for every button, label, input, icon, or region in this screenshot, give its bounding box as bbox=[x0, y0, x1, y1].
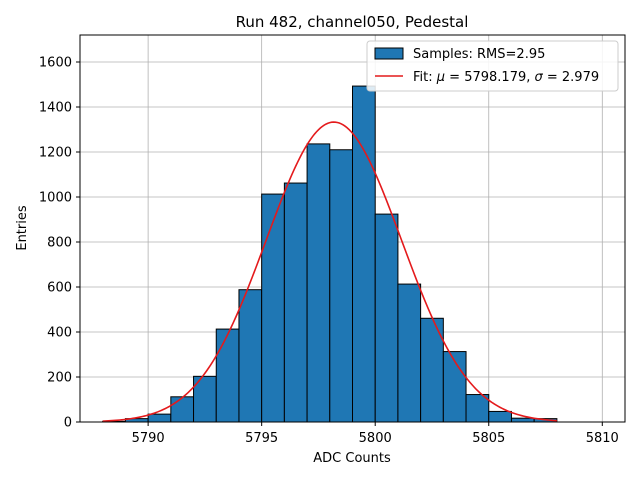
y-tick-label-8: 1600 bbox=[39, 56, 72, 71]
plot-frame bbox=[79, 34, 626, 423]
y-axis-label: Entries bbox=[15, 205, 30, 251]
histogram-bar-7 bbox=[261, 193, 285, 423]
x-axis-label: ADC Counts bbox=[313, 451, 391, 466]
legend-samples-swatch bbox=[374, 47, 404, 60]
histogram-bars bbox=[102, 85, 558, 423]
histogram-bar-16 bbox=[465, 394, 490, 423]
x-tick-label-4: 5810 bbox=[586, 431, 619, 446]
histogram-bar-17 bbox=[488, 410, 512, 423]
histogram-bar-10 bbox=[329, 149, 353, 423]
y-tick-label-5: 1000 bbox=[39, 191, 72, 206]
histogram-bar-3 bbox=[170, 396, 195, 423]
chart-title: Run 482, channel050, Pedestal bbox=[236, 13, 469, 31]
histogram-bar-13 bbox=[397, 283, 422, 423]
legend-mu-value: = 5798.179, bbox=[445, 70, 534, 85]
x-tick-label-0: 5790 bbox=[132, 431, 165, 446]
y-tick-label-3: 600 bbox=[47, 281, 72, 296]
x-axis: 5790 5795 5800 5805 5810 bbox=[132, 422, 619, 446]
histogram-bar-8 bbox=[283, 182, 308, 423]
histogram-bar-9 bbox=[306, 143, 331, 423]
y-tick-label-0: 0 bbox=[64, 416, 72, 431]
y-tick-label-2: 400 bbox=[47, 326, 72, 341]
legend-box bbox=[366, 40, 619, 92]
x-tick-label-1: 5795 bbox=[245, 431, 278, 446]
legend-fit-label: Fit: μ = 5798.179, σ = 2.979 bbox=[413, 70, 599, 85]
x-tick-label-2: 5800 bbox=[359, 431, 392, 446]
histogram-bar-2 bbox=[147, 413, 172, 423]
y-tick-label-1: 200 bbox=[47, 371, 72, 386]
legend: Samples: RMS=2.95 Fit: μ = 5798.179, σ =… bbox=[366, 40, 619, 92]
fit-curve bbox=[102, 121, 557, 422]
y-tick-label-7: 1400 bbox=[39, 101, 72, 116]
y-axis: 0 200 400 600 800 1000 1200 1400 1600 bbox=[39, 56, 80, 431]
y-tick-label-6: 1200 bbox=[39, 146, 72, 161]
legend-samples-label: Samples: RMS=2.95 bbox=[413, 47, 545, 62]
histogram-bar-6 bbox=[238, 289, 263, 423]
histogram-bar-5 bbox=[215, 328, 240, 423]
legend-sigma-value: = 2.979 bbox=[543, 70, 599, 85]
legend-sigma-symbol: σ bbox=[535, 70, 544, 85]
histogram-bar-12 bbox=[374, 213, 399, 423]
x-tick-label-3: 5805 bbox=[472, 431, 505, 446]
y-tick-label-4: 800 bbox=[47, 236, 72, 251]
legend-fit-prefix: Fit: bbox=[413, 70, 437, 85]
legend-mu-symbol: μ bbox=[436, 70, 445, 85]
histogram-bar-18 bbox=[510, 417, 535, 423]
